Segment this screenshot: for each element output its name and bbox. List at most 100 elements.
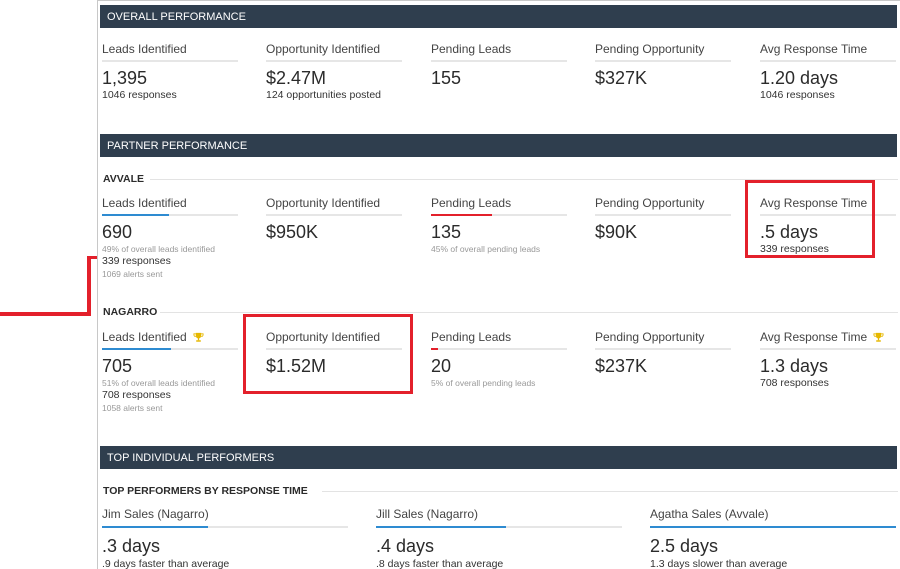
metric-track bbox=[102, 214, 238, 216]
metric-value: $2.47M bbox=[266, 68, 327, 88]
metric-note: 5% of overall pending leads bbox=[431, 378, 536, 388]
overall-opportunity-identified: Opportunity Identified $2.47M 124 opport… bbox=[266, 41, 402, 102]
performer-fill bbox=[650, 526, 896, 528]
metric-track bbox=[595, 348, 731, 350]
metric-value: 1,395 bbox=[102, 68, 148, 88]
metric-label-text: Avg Response Time bbox=[760, 330, 868, 344]
metric-value: 1.20 days bbox=[760, 68, 839, 88]
metric-track bbox=[760, 60, 896, 62]
performer-value: .3 days bbox=[102, 536, 161, 556]
metric-fill bbox=[431, 214, 493, 216]
nagarro-pending-opportunity: Pending Opportunity $237K bbox=[595, 329, 731, 377]
top-performers-subtitle: TOP PERFORMERS BY RESPONSE TIME bbox=[103, 485, 308, 497]
overall-pending-leads: Pending Leads 155 bbox=[431, 41, 567, 89]
overall-avg-response-time: Avg Response Time 1.20 days 1046 respons… bbox=[760, 41, 896, 102]
metric-track bbox=[760, 214, 896, 216]
performer-sub: 1.3 days slower than average bbox=[650, 558, 788, 569]
performer-card: Jill Sales (Nagarro) .4 days .8 days fas… bbox=[376, 507, 622, 569]
metric-label: Avg Response Time bbox=[760, 196, 868, 210]
metric-track bbox=[431, 214, 567, 216]
metric-value: $327K bbox=[595, 68, 648, 88]
highlight-box-opportunity bbox=[243, 314, 413, 394]
overall-performance-header: OVERALL PERFORMANCE bbox=[100, 5, 897, 28]
metric-fill bbox=[102, 348, 172, 350]
metric-fill bbox=[102, 214, 169, 216]
metric-fill bbox=[431, 348, 438, 350]
metric-sub: 124 opportunities posted bbox=[266, 89, 382, 101]
avvale-pending-leads: Pending Leads 135 45% of overall pending… bbox=[431, 195, 567, 255]
metric-value: $237K bbox=[595, 356, 648, 376]
performer-sub: .9 days faster than average bbox=[102, 558, 230, 569]
nagarro-opportunity-identified: Opportunity Identified $1.52M bbox=[266, 329, 402, 377]
metric-note: 1069 alerts sent bbox=[102, 269, 163, 279]
performer-name: Jill Sales (Nagarro) bbox=[376, 507, 479, 521]
overall-pending-opportunity: Pending Opportunity $327K bbox=[595, 41, 731, 89]
metric-value: 690 bbox=[102, 222, 133, 242]
performer-name: Agatha Sales (Avvale) bbox=[650, 507, 769, 521]
divider bbox=[322, 491, 898, 492]
highlight-box-avg-response bbox=[745, 180, 875, 258]
metric-track bbox=[102, 60, 238, 62]
metric-label: Pending Opportunity bbox=[595, 42, 705, 56]
metric-value: 135 bbox=[431, 222, 462, 242]
performer-value: 2.5 days bbox=[650, 536, 719, 556]
performer-name: Jim Sales (Nagarro) bbox=[102, 507, 209, 521]
metric-sub: 1046 responses bbox=[760, 89, 835, 101]
metric-note: 1058 alerts sent bbox=[102, 403, 163, 413]
metric-track bbox=[595, 60, 731, 62]
metric-sub: 708 responses bbox=[760, 377, 829, 389]
avvale-pending-opportunity: Pending Opportunity $90K bbox=[595, 195, 731, 243]
trophy-icon bbox=[193, 332, 204, 342]
partner-performance-header: PARTNER PERFORMANCE bbox=[100, 134, 897, 157]
performer-sub: .8 days faster than average bbox=[376, 558, 504, 569]
metric-track bbox=[266, 60, 402, 62]
partner-name-avvale: AVVALE bbox=[103, 173, 145, 185]
divider bbox=[150, 179, 898, 180]
metric-label: Opportunity Identified bbox=[266, 330, 381, 344]
performer-card: Agatha Sales (Avvale) 2.5 days 1.3 days … bbox=[650, 507, 896, 569]
top-performers-header: TOP INDIVIDUAL PERFORMERS bbox=[100, 446, 897, 469]
metric-label: Leads Identified bbox=[102, 196, 187, 210]
metric-note: 51% of overall leads identified bbox=[102, 378, 215, 388]
avvale-opportunity-identified: Opportunity Identified $950K bbox=[266, 195, 402, 243]
nagarro-pending-leads: Pending Leads 20 5% of overall pending l… bbox=[431, 329, 567, 389]
metric-track bbox=[266, 214, 402, 216]
metric-label: Pending Opportunity bbox=[595, 330, 705, 344]
performer-value: .4 days bbox=[376, 536, 435, 556]
performer-track bbox=[376, 526, 622, 528]
metric-value: 1.3 days bbox=[760, 356, 829, 376]
metric-sub: 708 responses bbox=[102, 389, 171, 401]
metric-label: Leads Identified bbox=[102, 329, 238, 345]
partner-name-nagarro: NAGARRO bbox=[103, 306, 158, 318]
metric-label: Avg Response Time bbox=[760, 329, 896, 345]
metric-track bbox=[266, 348, 402, 350]
metric-label: Opportunity Identified bbox=[266, 196, 381, 210]
metric-label-text: Leads Identified bbox=[102, 330, 187, 344]
metric-track bbox=[102, 348, 238, 350]
avvale-leads-identified: Leads Identified 690 49% of overall lead… bbox=[102, 195, 238, 280]
performer-track bbox=[102, 526, 348, 528]
trophy-icon bbox=[873, 332, 884, 342]
highlight-connector-vertical bbox=[87, 256, 91, 316]
avvale-avg-response-time: Avg Response Time .5 days 339 responses bbox=[760, 195, 896, 256]
metric-value: 20 bbox=[431, 356, 452, 376]
metric-value: 155 bbox=[431, 68, 462, 88]
metric-track bbox=[760, 348, 896, 350]
performer-card: Jim Sales (Nagarro) .3 days .9 days fast… bbox=[102, 507, 348, 569]
metric-track bbox=[431, 348, 567, 350]
metric-label: Pending Leads bbox=[431, 330, 512, 344]
metric-value: $90K bbox=[595, 222, 638, 242]
metric-value: 705 bbox=[102, 356, 133, 376]
metric-label: Opportunity Identified bbox=[266, 42, 381, 56]
metric-label: Pending Opportunity bbox=[595, 196, 705, 210]
performer-fill bbox=[376, 526, 507, 528]
metric-sub: 339 responses bbox=[102, 255, 171, 267]
metric-label: Avg Response Time bbox=[760, 42, 868, 56]
metric-label: Pending Leads bbox=[431, 196, 512, 210]
metric-label: Leads Identified bbox=[102, 42, 187, 56]
metric-note: 45% of overall pending leads bbox=[431, 244, 541, 254]
divider bbox=[160, 312, 898, 313]
overall-leads-identified: Leads Identified 1,395 1046 responses bbox=[102, 41, 238, 102]
metric-value: $1.52M bbox=[266, 356, 327, 376]
metric-label: Pending Leads bbox=[431, 42, 512, 56]
